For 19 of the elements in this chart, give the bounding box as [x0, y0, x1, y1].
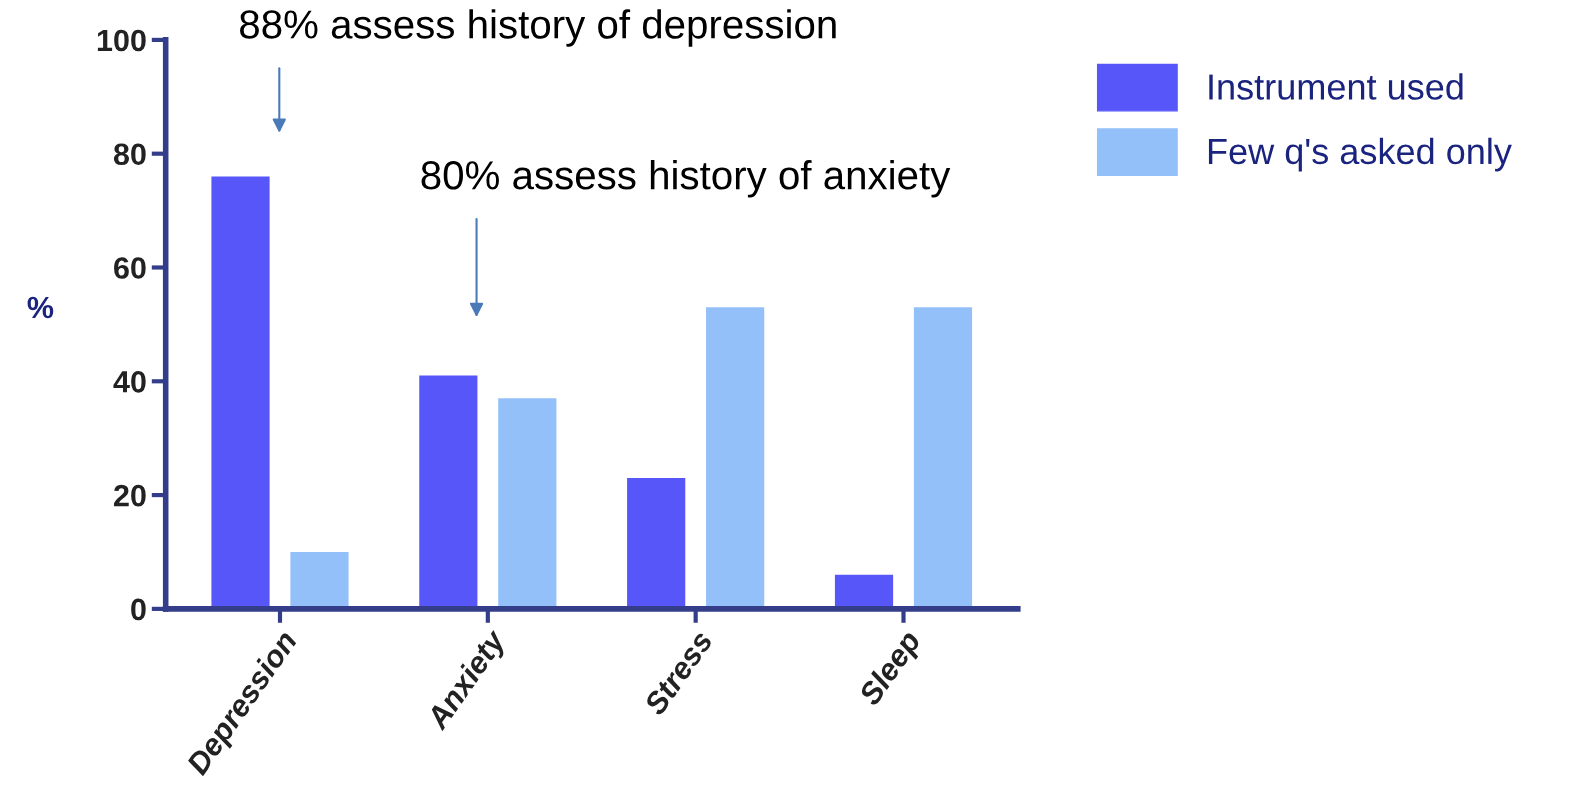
- bar: [290, 551, 349, 609]
- y-tick-label: 20: [114, 484, 146, 507]
- bar: [913, 307, 973, 609]
- y-tick-label: 60: [114, 257, 146, 279]
- annotation: 80% assess history of anxiety: [421, 159, 951, 198]
- legend-label: Few q's asked only: [1208, 137, 1512, 172]
- bar: [419, 375, 478, 609]
- y-tick-label: 80: [113, 143, 146, 166]
- legend-label: Instrument used: [1209, 73, 1463, 100]
- bar: [627, 478, 686, 609]
- bar: [211, 176, 270, 609]
- y-tick-label: 0: [131, 598, 146, 621]
- y-tick-label: 100: [97, 29, 146, 52]
- annotation: 88% assess history of depression: [240, 9, 836, 47]
- y-tick-label: 40: [113, 371, 146, 393]
- bar: [706, 307, 765, 609]
- bar: [498, 398, 557, 609]
- y-axis-title: %: [27, 296, 54, 319]
- bar: [834, 574, 894, 609]
